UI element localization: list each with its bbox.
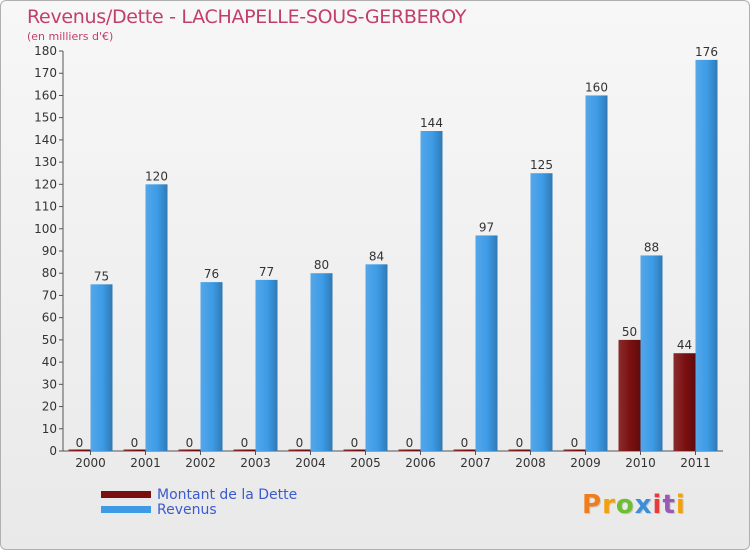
bar-dette	[618, 339, 641, 451]
y-tick-label: 20	[42, 400, 57, 414]
bar-dette	[178, 449, 201, 451]
bar-dette	[123, 449, 146, 451]
data-label-dette: 0	[571, 436, 579, 450]
bar-revenus	[695, 59, 718, 452]
data-label-revenus: 176	[695, 45, 718, 59]
bar-revenus	[475, 235, 498, 451]
bar-revenus	[640, 255, 663, 451]
data-label-dette: 0	[296, 436, 304, 450]
data-label-dette: 44	[677, 338, 692, 352]
legend-label-revenus: Revenus	[157, 501, 217, 518]
bar-dette	[343, 449, 366, 451]
bar-dette	[398, 449, 421, 451]
bar-dette	[233, 449, 256, 451]
y-tick-label: 80	[42, 266, 57, 280]
y-tick-label: 0	[49, 444, 57, 458]
data-label-revenus: 97	[479, 220, 494, 234]
y-tick-label: 120	[34, 177, 57, 191]
bar-revenus	[420, 131, 443, 451]
y-tick-label: 140	[34, 133, 57, 147]
x-tick-label: 2010	[625, 456, 656, 470]
legend-item-revenus: Revenus	[101, 501, 297, 518]
y-tick-label: 160	[34, 88, 57, 102]
legend-swatch-revenus	[101, 506, 151, 513]
data-label-dette: 50	[622, 325, 637, 339]
x-tick-label: 2006	[405, 456, 436, 470]
y-tick-label: 110	[34, 200, 57, 214]
data-label-dette: 0	[516, 436, 524, 450]
chart-title: Revenus/Dette - LACHAPELLE-SOUS-GERBEROY	[27, 6, 467, 28]
data-label-revenus: 80	[314, 258, 329, 272]
y-tick-label: 150	[34, 111, 57, 125]
y-tick-label: 10	[42, 422, 57, 436]
data-label-revenus: 125	[530, 158, 553, 172]
y-tick-label: 40	[42, 355, 57, 369]
bar-dette	[673, 353, 696, 451]
proxiti-logo: Proxiti	[582, 490, 686, 520]
x-tick-label: 2001	[130, 456, 161, 470]
data-label-dette: 0	[351, 436, 359, 450]
data-label-revenus: 144	[420, 116, 443, 130]
data-label-dette: 0	[131, 436, 139, 450]
data-label-dette: 0	[406, 436, 414, 450]
bar-revenus	[200, 282, 223, 451]
x-tick-label: 2000	[75, 456, 106, 470]
x-tick-label: 2008	[515, 456, 546, 470]
bar-revenus	[585, 95, 608, 451]
bar-revenus	[365, 264, 388, 451]
x-tick-label: 2003	[240, 456, 271, 470]
data-label-dette: 0	[461, 436, 469, 450]
x-tick-label: 2009	[570, 456, 601, 470]
data-label-dette: 0	[76, 436, 84, 450]
bar-revenus	[145, 184, 168, 452]
x-tick-label: 2005	[350, 456, 381, 470]
data-label-revenus: 77	[259, 265, 274, 279]
data-label-revenus: 76	[204, 267, 219, 281]
chart-subtitle: (en milliers d'€)	[27, 30, 114, 43]
legend-label-dette: Montant de la Dette	[157, 486, 298, 503]
bar-dette	[563, 449, 586, 451]
data-label-dette: 0	[186, 436, 194, 450]
data-label-dette: 0	[241, 436, 249, 450]
bar-dette	[68, 449, 91, 451]
y-tick-label: 60	[42, 311, 57, 325]
y-tick-label: 70	[42, 288, 57, 302]
data-label-revenus: 160	[585, 80, 608, 94]
legend-item-dette: Montant de la Dette	[101, 486, 298, 503]
bar-revenus	[530, 173, 553, 451]
x-tick-label: 2002	[185, 456, 216, 470]
bar-dette	[288, 449, 311, 451]
y-tick-label: 180	[34, 44, 57, 58]
bar-dette	[508, 449, 531, 451]
x-tick-label: 2011	[680, 456, 711, 470]
y-tick-label: 100	[34, 222, 57, 236]
bar-dette	[453, 449, 476, 451]
y-tick-label: 30	[42, 377, 57, 391]
bar-revenus	[90, 284, 113, 451]
bar-revenus	[310, 273, 333, 451]
y-tick-label: 90	[42, 244, 57, 258]
bar-revenus	[255, 279, 278, 451]
y-tick-label: 50	[42, 333, 57, 347]
x-tick-label: 2004	[295, 456, 326, 470]
data-label-revenus: 75	[94, 269, 109, 283]
legend-swatch-dette	[101, 491, 151, 498]
data-label-revenus: 120	[145, 169, 168, 183]
legend: Montant de la Dette Revenus	[101, 486, 298, 518]
y-tick-label: 170	[34, 66, 57, 80]
x-tick-label: 2007	[460, 456, 491, 470]
data-label-revenus: 84	[369, 249, 384, 263]
data-label-revenus: 88	[644, 240, 659, 254]
y-tick-label: 130	[34, 155, 57, 169]
